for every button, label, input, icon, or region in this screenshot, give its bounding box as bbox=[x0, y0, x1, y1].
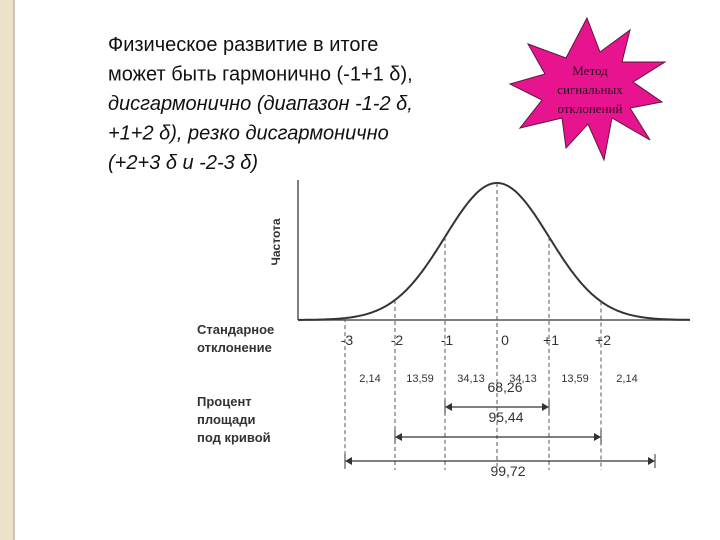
body-text-line: дисгармонично (диапазон -1-2 δ, bbox=[108, 93, 413, 115]
body-text-line: может быть гармонично (-1+1 δ), bbox=[108, 64, 413, 86]
range-label: 95,44 bbox=[488, 409, 523, 425]
area-label: под кривой bbox=[197, 430, 271, 445]
badge-line: Метод bbox=[572, 63, 608, 78]
badge-star bbox=[508, 16, 667, 162]
sd-label: Стандарное bbox=[197, 322, 274, 337]
area-percent: 34,13 bbox=[509, 373, 537, 385]
badge-line: сигнальных bbox=[557, 82, 623, 97]
range-label: 99,72 bbox=[490, 463, 525, 479]
bell-curve bbox=[298, 182, 691, 321]
text-block: Физическое развитие в итоге может быть га… bbox=[108, 34, 413, 174]
body-text-line: Физическое развитие в итоге bbox=[108, 34, 378, 56]
badge-text: Метод сигнальных отклонений bbox=[557, 63, 623, 116]
sd-tick-label: 0 bbox=[501, 332, 509, 348]
area-percent: 2,14 bbox=[359, 373, 380, 385]
sd-tick-label: -1 bbox=[441, 332, 454, 348]
area-label: Процент bbox=[197, 394, 252, 409]
sd-tick-label: -3 bbox=[341, 332, 354, 348]
sd-tick-label: -2 bbox=[391, 332, 404, 348]
body-text-line: (+2+3 δ и -2-3 δ) bbox=[108, 152, 258, 174]
sd-label: отклонение bbox=[197, 340, 272, 355]
sd-tick-label: +1 bbox=[543, 332, 559, 348]
body-text-line: +1+2 δ), резко дисгармонично bbox=[108, 123, 389, 145]
side-strip bbox=[0, 0, 14, 540]
area-percent: 13,59 bbox=[406, 373, 434, 385]
area-label: площади bbox=[197, 412, 255, 427]
sd-tick-label: +2 bbox=[595, 332, 611, 348]
area-percent: 34,13 bbox=[457, 373, 485, 385]
area-percent: 13,59 bbox=[561, 373, 589, 385]
badge-line: отклонений bbox=[558, 101, 623, 116]
figure: Частота -3 -2 -1 0 +1 +2 Стандарное отклонение П… bbox=[197, 180, 691, 479]
range-label: 68,26 bbox=[487, 379, 522, 395]
area-percent: 2,14 bbox=[616, 373, 637, 385]
y-axis-label: Частота bbox=[269, 218, 283, 265]
